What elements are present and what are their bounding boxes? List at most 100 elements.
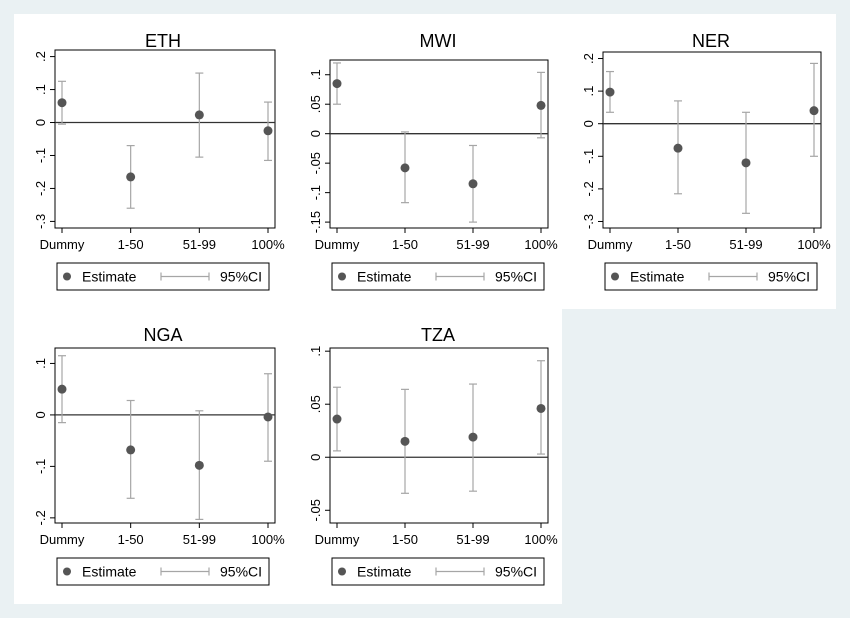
x-tick-label: 51-99 bbox=[183, 532, 216, 547]
legend-estimate-label: Estimate bbox=[82, 564, 137, 580]
plot-area bbox=[54, 347, 276, 524]
legend: Estimate 95%CI bbox=[56, 557, 270, 586]
y-tick-label: 0 bbox=[33, 119, 48, 126]
estimate-point bbox=[468, 179, 478, 189]
x-tick-label: 100% bbox=[251, 237, 285, 252]
y-tick-label: .1 bbox=[308, 346, 323, 357]
y-tick-label: -.15 bbox=[308, 211, 323, 233]
panel-title: NER bbox=[692, 31, 730, 51]
panel-title: ETH bbox=[145, 31, 181, 51]
estimate-point bbox=[536, 100, 546, 110]
y-tick-label: -.3 bbox=[581, 214, 596, 229]
y-tick-label: -.1 bbox=[581, 149, 596, 164]
legend: Estimate 95%CI bbox=[331, 262, 545, 291]
y-tick-label: -.05 bbox=[308, 152, 323, 174]
x-tick-label: 100% bbox=[251, 532, 285, 547]
estimate-point bbox=[605, 87, 615, 97]
panel-tza: TZA -.05 0 .05 .1 Dummy 1-50 51-99 100% Estimate 9… bbox=[308, 325, 558, 586]
y-tick-label: .2 bbox=[581, 53, 596, 64]
x-tick-label: 100% bbox=[524, 532, 558, 547]
y-tick-label: 0 bbox=[33, 411, 48, 418]
legend-estimate-label: Estimate bbox=[630, 269, 685, 285]
y-tick-label: .1 bbox=[581, 86, 596, 97]
x-tick-label: 1-50 bbox=[665, 237, 691, 252]
y-tick-label: 0 bbox=[581, 120, 596, 127]
y-tick-label: .05 bbox=[308, 95, 323, 113]
y-tick-label: .2 bbox=[33, 51, 48, 62]
estimate-point bbox=[741, 158, 751, 168]
legend-box bbox=[331, 262, 545, 291]
y-tick-label: -.3 bbox=[33, 214, 48, 229]
legend-estimate-label: Estimate bbox=[82, 269, 137, 285]
panel-title: NGA bbox=[143, 325, 182, 345]
legend-estimate-marker bbox=[338, 567, 346, 576]
x-tick-label: 51-99 bbox=[456, 532, 489, 547]
x-tick-label: Dummy bbox=[588, 237, 633, 252]
legend-estimate-marker bbox=[63, 567, 71, 576]
x-tick-label: 51-99 bbox=[729, 237, 762, 252]
legend-ci-label: 95%CI bbox=[495, 564, 537, 580]
x-tick-label: 1-50 bbox=[118, 532, 144, 547]
estimate-point bbox=[400, 163, 410, 173]
plot-area bbox=[602, 51, 822, 229]
legend: Estimate 95%CI bbox=[56, 262, 270, 291]
y-tick-label: .05 bbox=[308, 395, 323, 413]
estimate-point bbox=[809, 106, 819, 116]
estimate-point bbox=[332, 414, 342, 424]
y-tick-label: -.05 bbox=[308, 499, 323, 521]
x-tick-label: 51-99 bbox=[183, 237, 216, 252]
y-tick-label: .1 bbox=[33, 358, 48, 369]
x-tick-label: Dummy bbox=[40, 532, 85, 547]
x-tick-label: Dummy bbox=[40, 237, 85, 252]
x-tick-label: Dummy bbox=[315, 532, 360, 547]
legend-ci-label: 95%CI bbox=[495, 269, 537, 285]
y-tick-label: .1 bbox=[33, 84, 48, 95]
legend-ci-label: 95%CI bbox=[220, 564, 262, 580]
estimate-point bbox=[332, 79, 342, 89]
y-tick-label: -.2 bbox=[33, 181, 48, 196]
y-tick-label: -.2 bbox=[581, 181, 596, 196]
x-tick-label: 100% bbox=[797, 237, 831, 252]
estimate-point bbox=[57, 384, 67, 394]
x-tick-label: 1-50 bbox=[118, 237, 144, 252]
x-tick-label: 51-99 bbox=[456, 237, 489, 252]
estimate-point bbox=[263, 126, 273, 136]
estimate-point bbox=[194, 460, 204, 470]
x-tick-label: 100% bbox=[524, 237, 558, 252]
panel-title: TZA bbox=[421, 325, 455, 345]
estimate-point bbox=[673, 143, 683, 153]
legend: Estimate 95%CI bbox=[331, 557, 545, 586]
y-tick-label: -.1 bbox=[33, 148, 48, 163]
panel-mwi: MWI -.15 -.1 -.05 0 .05 .1 Dummy 1-50 51-99 100% Es… bbox=[308, 31, 558, 291]
panel-ner: NER -.3 -.2 -.1 0 .1 .2 Dummy 1-50 51-99 100% Estim… bbox=[581, 31, 831, 291]
panel-eth: ETH -.3 -.2 -.1 0 .1 .2 Dummy 1-50 51-99 100% Estim… bbox=[33, 31, 285, 291]
legend-estimate-marker bbox=[611, 272, 619, 281]
plot-area bbox=[54, 49, 276, 229]
legend-estimate-marker bbox=[338, 272, 346, 281]
estimate-point bbox=[468, 432, 478, 442]
estimate-point bbox=[57, 98, 67, 108]
legend-ci-label: 95%CI bbox=[220, 269, 262, 285]
x-tick-label: Dummy bbox=[315, 237, 360, 252]
estimate-point bbox=[126, 172, 136, 182]
estimate-point bbox=[400, 436, 410, 446]
y-tick-label: .1 bbox=[308, 69, 323, 80]
legend: Estimate 95%CI bbox=[604, 262, 818, 291]
estimate-point bbox=[263, 412, 273, 422]
x-tick-label: 1-50 bbox=[392, 532, 418, 547]
panel-nga: NGA -.2 -.1 0 .1 Dummy 1-50 51-99 100% Estimate 95… bbox=[33, 325, 285, 586]
legend-estimate-label: Estimate bbox=[357, 564, 412, 580]
estimate-point bbox=[126, 445, 136, 455]
y-tick-label: -.2 bbox=[33, 510, 48, 525]
y-tick-label: 0 bbox=[308, 130, 323, 137]
legend-estimate-label: Estimate bbox=[357, 269, 412, 285]
estimate-point bbox=[536, 403, 546, 413]
y-tick-label: -.1 bbox=[33, 459, 48, 474]
plot-area bbox=[329, 59, 549, 229]
estimate-point bbox=[194, 110, 204, 120]
x-tick-label: 1-50 bbox=[392, 237, 418, 252]
legend-estimate-marker bbox=[63, 272, 71, 281]
y-tick-label: 0 bbox=[308, 454, 323, 461]
y-tick-label: -.1 bbox=[308, 185, 323, 200]
